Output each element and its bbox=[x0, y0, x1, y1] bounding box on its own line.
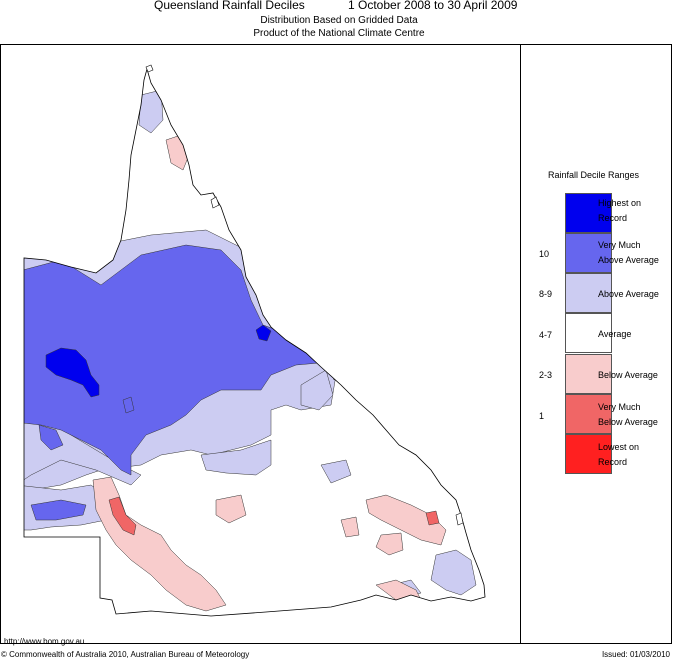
legend-swatch bbox=[565, 193, 612, 233]
issued-date: Issued: 01/03/2010 bbox=[601, 650, 670, 659]
legend-swatch bbox=[565, 273, 612, 313]
legend-range: 8-9 bbox=[539, 289, 553, 299]
bom-url-link[interactable]: http://www.bom.gov.au bbox=[4, 637, 85, 646]
legend-label: Above Average bbox=[598, 289, 659, 299]
date-range: 1 October 2008 to 30 April 2009 bbox=[348, 0, 518, 12]
legend-item-highest-on-record: Highest on Record bbox=[521, 193, 671, 233]
subtitle-product: Product of the National Climate Centre bbox=[253, 28, 425, 39]
map-title: Queensland Rainfall Deciles bbox=[154, 0, 305, 12]
legend-swatch bbox=[565, 354, 612, 394]
legend-swatch bbox=[565, 313, 612, 353]
legend-label: Average bbox=[598, 329, 632, 339]
legend-swatch bbox=[565, 233, 612, 273]
legend-swatch bbox=[565, 394, 612, 434]
map-frame bbox=[0, 44, 672, 644]
legend-range: 2-3 bbox=[539, 370, 553, 380]
legend-label: Below Average bbox=[598, 370, 658, 380]
legend-divider bbox=[520, 44, 521, 644]
queensland-decile-map bbox=[23, 64, 486, 617]
legend-item-lowest-on-record: Lowest on Record bbox=[521, 434, 671, 474]
legend-item-very-much-above-average: 10 Very Much Above Average bbox=[521, 233, 671, 273]
legend-item-below-average: 2-3 Below Average bbox=[521, 354, 671, 394]
map-header: Queensland Rainfall Deciles 1 October 20… bbox=[0, 0, 674, 44]
legend-label: Very Much Below Average bbox=[598, 402, 658, 427]
legend-range: 4-7 bbox=[539, 330, 553, 340]
legend-label: Highest on Record bbox=[598, 198, 642, 223]
legend-label: Lowest on Record bbox=[598, 442, 640, 467]
legend-item-very-much-below-average: 1 Very Much Below Average bbox=[521, 394, 671, 434]
legend-title: Rainfall Decile Ranges bbox=[548, 170, 640, 180]
legend-swatch bbox=[565, 434, 612, 474]
copyright-text: © Commonwealth of Australia 2010, Austra… bbox=[1, 650, 250, 659]
legend-range: 10 bbox=[539, 249, 550, 259]
legend-item-average: 4-7 Average bbox=[521, 313, 671, 353]
legend-item-above-average: 8-9 Above Average bbox=[521, 273, 671, 313]
legend-label: Very Much Above Average bbox=[598, 240, 659, 265]
legend-range: 1 bbox=[539, 411, 545, 421]
subtitle-distribution: Distribution Based on Gridded Data bbox=[260, 15, 418, 26]
